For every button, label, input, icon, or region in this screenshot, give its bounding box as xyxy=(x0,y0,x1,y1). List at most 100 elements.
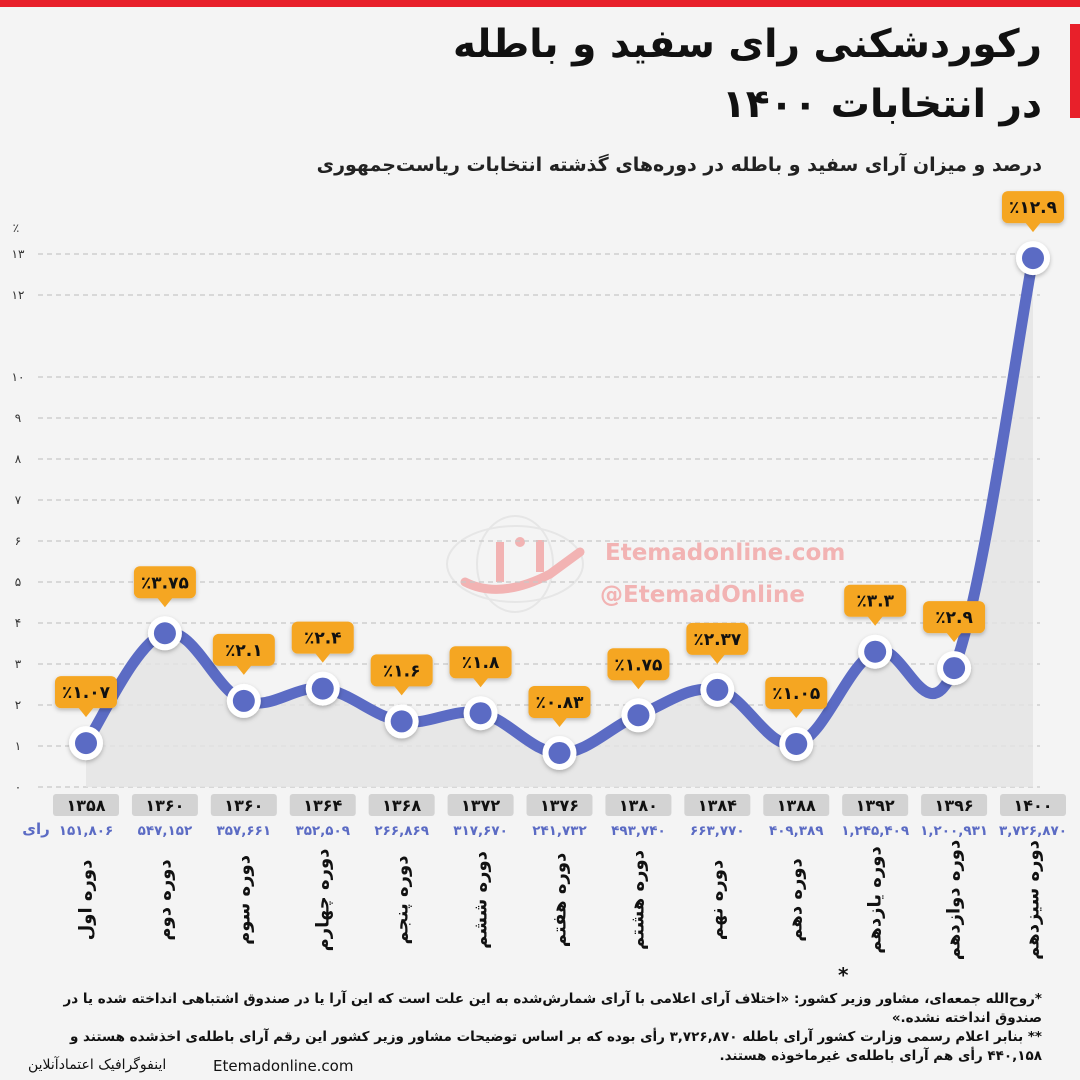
footnotes: *روح‌الله جمعه‌ای، مشاور وزیر کشور: «اخت… xyxy=(42,990,1042,1066)
data-label: ٪۱.۸ xyxy=(449,646,512,688)
x-tick-label: ۱۳۹۶ xyxy=(935,796,974,815)
votes-value: ۱,۲۴۵,۴۰۹ xyxy=(841,823,909,839)
period-label: دوره دهم xyxy=(785,858,807,942)
data-point xyxy=(1022,247,1044,270)
x-tick-label: ۱۳۶۴ xyxy=(303,796,342,815)
x-year-pill xyxy=(368,794,435,816)
data-label-box xyxy=(686,622,749,655)
x-year-pill xyxy=(842,794,909,816)
x-year-pill xyxy=(921,794,988,816)
period-label: دوره پنجم xyxy=(391,855,413,945)
page-title: رکوردشکنی رای سفید و باطله xyxy=(452,22,1042,67)
y-tick-label: ۱۰ xyxy=(12,370,25,384)
data-label: ٪۲.۹ xyxy=(923,601,986,643)
data-label-box xyxy=(212,633,275,666)
period-label: دوره دوم xyxy=(154,859,176,941)
data-point xyxy=(469,702,492,725)
votes-value: ۲۶۶,۸۶۹ xyxy=(374,823,429,839)
votes-value: ۴۰۹,۳۸۹ xyxy=(769,823,824,839)
x-year-pill xyxy=(605,794,672,816)
x-year-pill xyxy=(131,794,198,816)
data-label-box xyxy=(528,685,591,718)
data-point xyxy=(627,704,650,727)
y-tick-label: ۰ xyxy=(15,780,21,794)
x-year-pill xyxy=(210,794,277,816)
data-point xyxy=(311,677,334,700)
x-tick-label: ۱۳۸۴ xyxy=(698,796,737,815)
period-label: دوره نهم xyxy=(706,859,728,941)
data-label-pointer xyxy=(393,685,410,696)
data-label-text: ٪۱.۶ xyxy=(383,661,421,681)
title-accent-bar xyxy=(1070,24,1080,118)
data-label-text: ٪۱.۰۵ xyxy=(772,684,820,704)
x-tick-label: ۱۳۷۲ xyxy=(461,796,500,815)
page-title-line2: در انتخابات ۱۴۰۰ xyxy=(721,82,1042,127)
votes-value: ۳۱۷,۶۷۰ xyxy=(453,823,508,839)
data-point xyxy=(232,689,255,712)
votes-value: ۲۴۱,۷۳۲ xyxy=(532,823,587,839)
votes-value: ۳۵۷,۶۶۱ xyxy=(217,823,272,839)
title-block: رکوردشکنی رای سفید و باطله در انتخابات ۱… xyxy=(440,18,1080,130)
x-tick-label: ۱۳۶۰ xyxy=(145,796,184,815)
data-label-pointer xyxy=(1025,222,1041,233)
footer-site: Etemadonline.com xyxy=(213,1057,354,1075)
votes-value: ۴۹۳,۷۴۰ xyxy=(611,823,666,839)
data-point xyxy=(943,657,966,680)
period-label: دوره ششم xyxy=(470,851,492,949)
y-tick-label: ۸ xyxy=(15,452,22,466)
data-label: ٪۱.۰۵ xyxy=(765,676,828,718)
data-label-text: ٪۲.۹ xyxy=(935,608,973,628)
data-label-box xyxy=(55,676,117,709)
x-year-pill xyxy=(447,794,514,816)
y-unit-label: ٪ xyxy=(13,221,19,235)
y-tick-label: ۷ xyxy=(15,493,22,507)
data-label-text: ٪۱.۷۵ xyxy=(614,655,662,675)
votes-value: ۵۴۷,۱۵۲ xyxy=(138,823,193,839)
x-year-pill xyxy=(684,794,751,816)
x-year-pill xyxy=(289,794,356,816)
y-tick-label: ۲ xyxy=(15,698,21,712)
period-label: دوره اول xyxy=(75,859,97,941)
data-label: ٪۱۲.۹ xyxy=(1002,191,1064,233)
data-label: ٪۰.۸۳ xyxy=(528,685,591,727)
period-label: دوره دوازدهم xyxy=(943,839,965,961)
period-label: دوره هفتم xyxy=(549,852,570,948)
data-label-text: ٪۲.۳۷ xyxy=(693,630,742,650)
data-label-pointer xyxy=(630,679,647,690)
data-label-text: ٪۱.۸ xyxy=(462,653,500,673)
period-label: دوره هشتم xyxy=(627,850,649,950)
data-label-pointer xyxy=(156,597,173,608)
x-tick-label: ۱۳۵۸ xyxy=(66,796,105,815)
data-point xyxy=(785,732,808,755)
data-label-box xyxy=(449,646,512,679)
data-label: ٪۱.۰۷ xyxy=(55,676,117,718)
data-label-text: ٪۳.۷۵ xyxy=(141,573,189,593)
data-point xyxy=(153,622,176,645)
votes-value: ۱۵۱,۸۰۶ xyxy=(59,823,114,839)
x-tick-label: ۱۳۸۸ xyxy=(777,796,816,815)
data-point xyxy=(75,732,97,755)
y-tick-label: ۳ xyxy=(15,657,22,671)
period-label: دوره چهارم xyxy=(312,848,334,952)
page-subtitle: درصد و میزان آرای سفید و باطله در دوره‌ه… xyxy=(316,154,1042,176)
x-year-pill xyxy=(526,794,593,816)
y-tick-label: ۱ xyxy=(15,739,21,753)
footer-credit: اینفوگرافیک اعتمادآنلاین xyxy=(28,1057,167,1073)
x-tick-label: ۱۳۶۸ xyxy=(382,796,421,815)
footnote-star: * xyxy=(838,963,849,987)
x-tick-label: ۱۳۸۰ xyxy=(619,796,658,815)
x-year-pill xyxy=(53,794,119,816)
etemad-logo xyxy=(446,515,585,613)
y-tick-label: ۱۲ xyxy=(12,288,25,302)
y-tick-label: ۵ xyxy=(15,575,21,589)
data-label-pointer xyxy=(551,716,568,727)
y-tick-label: ۴ xyxy=(15,616,21,630)
watermark: Etemadonline.com @EtemadOnline xyxy=(440,512,845,622)
footnote-2: ** بنابر اعلام رسمی وزارت کشور آرای باطل… xyxy=(69,1029,1042,1064)
data-label-text: ٪۱.۰۷ xyxy=(62,683,111,703)
x-year-pill xyxy=(763,794,830,816)
data-label-box xyxy=(370,654,433,687)
data-label-box xyxy=(1002,191,1064,224)
data-label-pointer xyxy=(314,652,331,663)
data-label: ٪۳.۳ xyxy=(844,584,907,626)
